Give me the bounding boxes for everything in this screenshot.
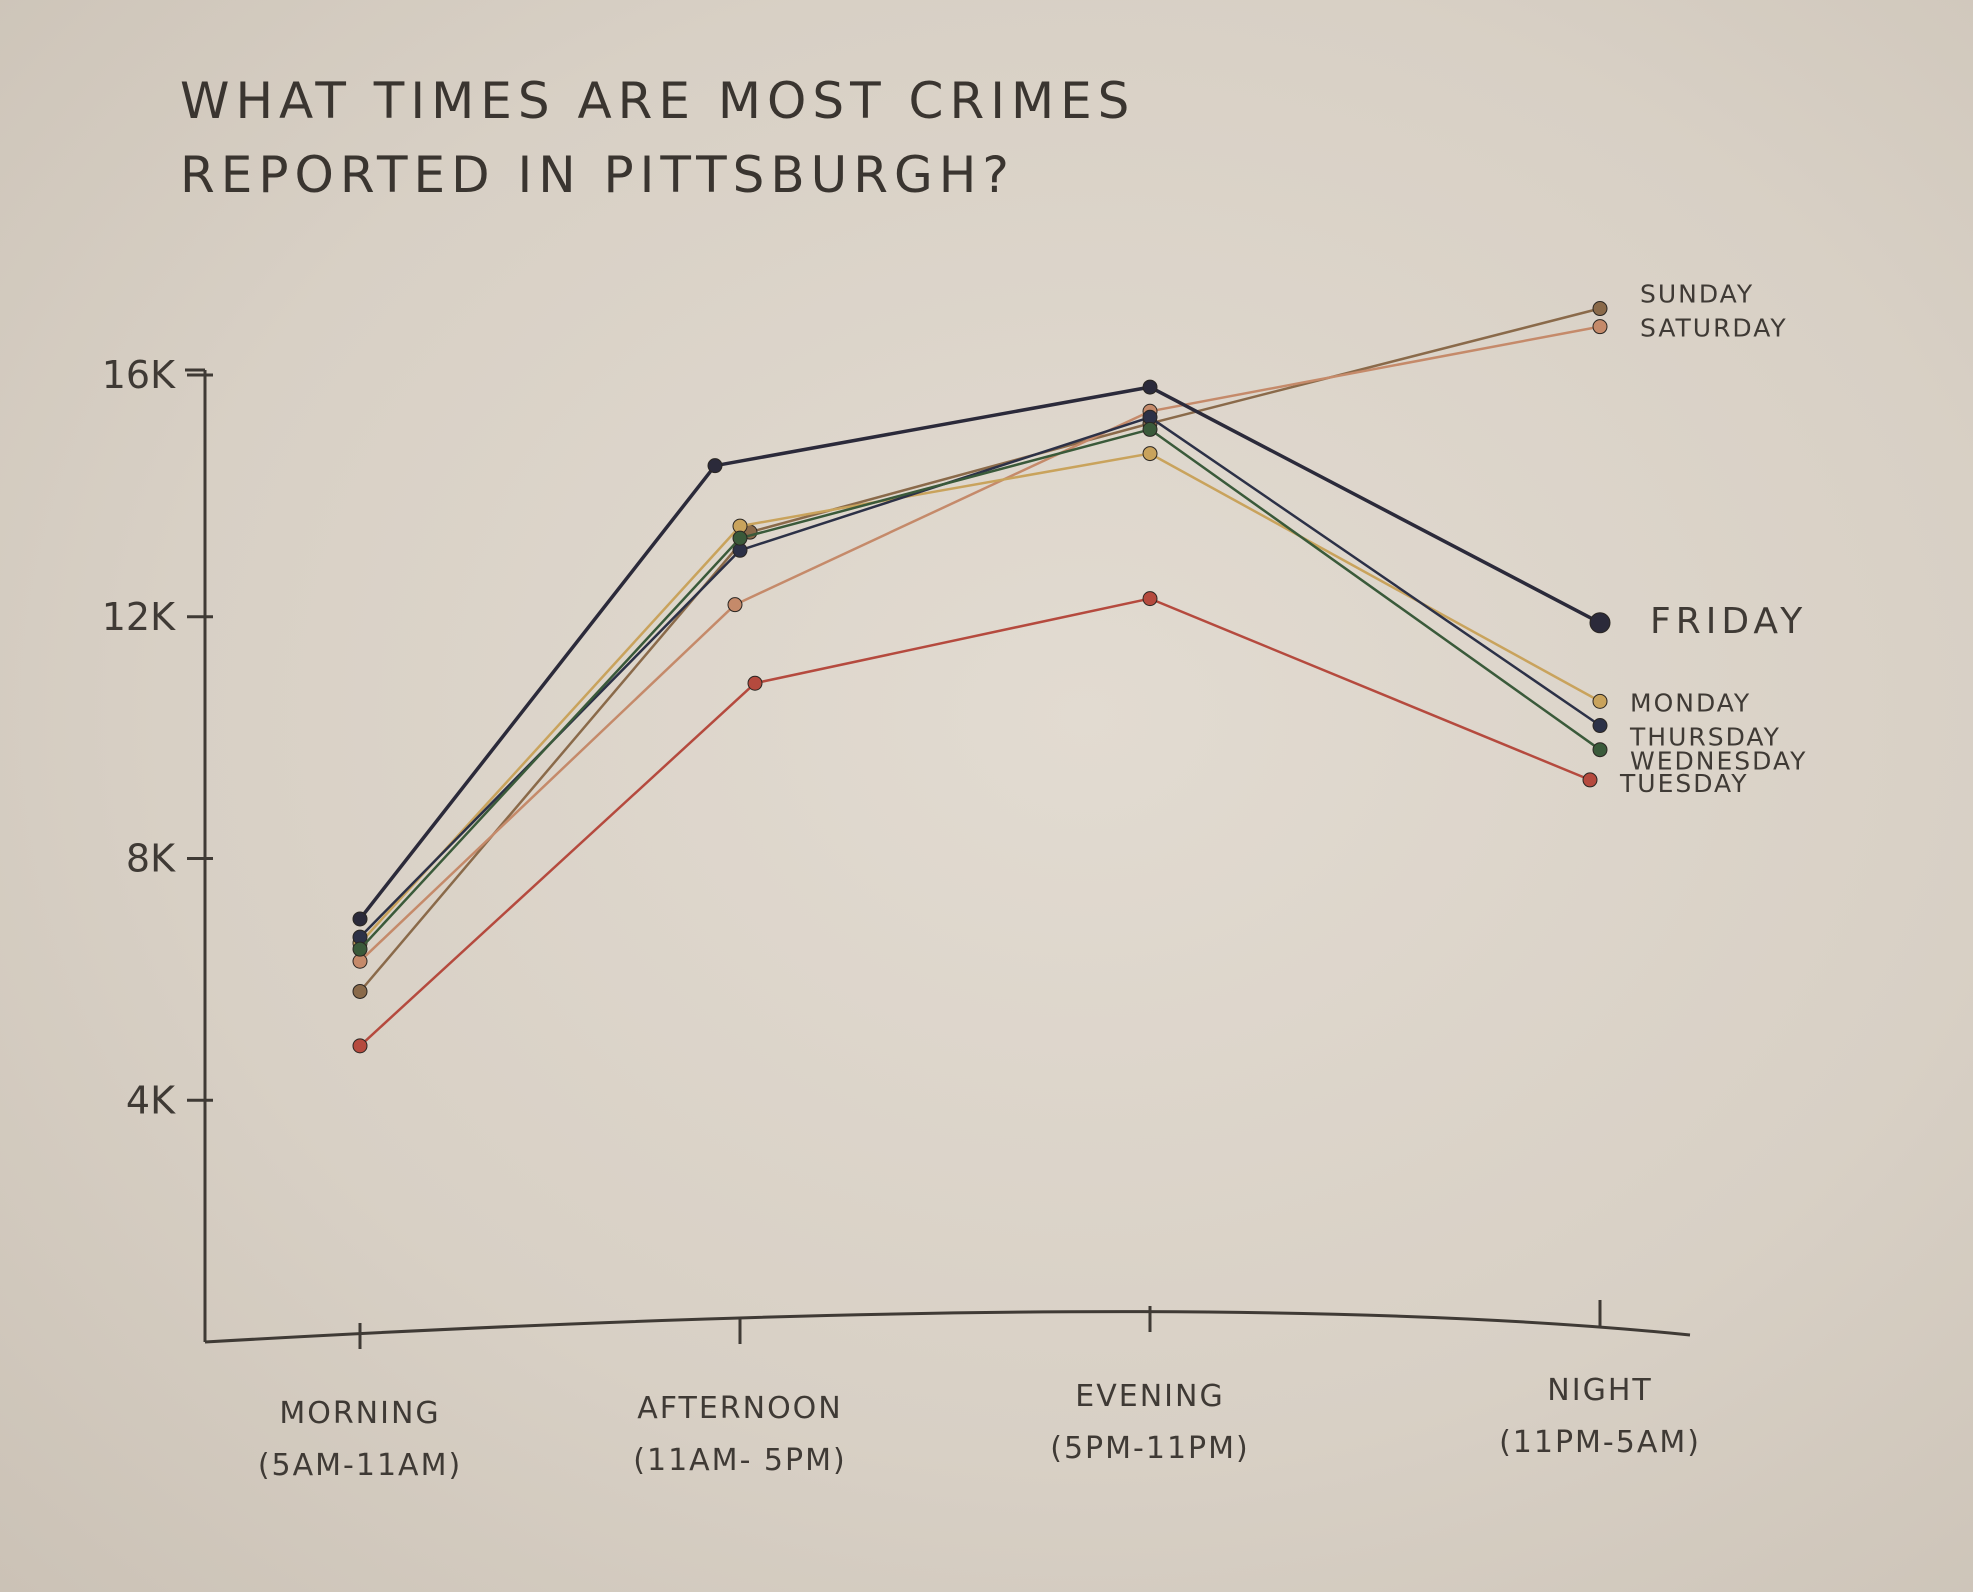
data-point-friday [352,911,368,927]
series-monday [352,446,1608,951]
series-friday [352,379,1611,927]
axes: 4K 8K 12K 16K MORNING (5AM-11AM) AFTERNOON (11A… [102,353,1701,1483]
series-line-tuesday [358,597,1592,1048]
y-tick-label: 12K [102,595,176,639]
series-lines [352,301,1611,1054]
chart-title-line-1: WHAT TIMES ARE MOST CRIMES [180,72,1135,130]
series-line-thursday [358,416,1602,939]
data-point-tuesday [747,675,763,691]
series-line-sunday [358,307,1602,993]
series-label-monday: MONDAY [1630,688,1751,717]
data-point-wednesday [732,530,748,546]
data-point-saturday [727,597,743,613]
data-point-thursday [1592,718,1608,734]
y-tick-label: 4K [126,1078,176,1122]
x-tick-label: AFTERNOON [637,1391,843,1426]
x-tick-label: EVENING [1075,1379,1224,1414]
series-label-thursday: THURSDAY [1629,723,1781,752]
data-point-wednesday [352,941,368,957]
series-label-wednesday: WEDNESDAY [1630,747,1807,776]
data-point-monday [1142,446,1158,462]
data-point-tuesday [1582,772,1598,788]
series-line-monday [358,452,1602,945]
x-tick-label: MORNING [279,1396,440,1431]
y-tick-label: 8K [126,837,176,881]
data-point-friday [1589,612,1611,634]
data-point-tuesday [352,1038,368,1054]
series-labels: SUNDAY SATURDAY FRIDAY MONDAY THURSDAYWEDNES… [1619,280,1807,798]
x-tick-sublabel: (11PM-5AM) [1499,1425,1701,1460]
data-point-wednesday [1142,421,1158,437]
data-point-sunday [352,983,368,999]
series-line-saturday [358,325,1602,963]
y-tick-label: 16K [102,353,176,397]
series-tuesday [352,591,1598,1054]
data-point-wednesday [1592,742,1608,758]
chart-title-line-2: REPORTED IN PITTSBURGH? [180,146,1015,204]
series-line-friday [358,385,1602,921]
series-wednesday [352,421,1608,957]
series-label-sunday: SUNDAY [1640,280,1754,309]
series-line-wednesday [358,428,1602,951]
data-point-friday [1142,379,1158,395]
x-tick-sublabel: (5PM-11PM) [1050,1431,1249,1466]
x-tick-sublabel: (5AM-11AM) [258,1448,462,1483]
data-point-saturday [1592,319,1608,335]
x-axis-line [204,1310,1691,1344]
data-point-tuesday [1142,591,1158,607]
series-label-tuesday: TUESDAY [1619,769,1748,798]
data-point-friday [707,458,723,474]
data-point-sunday [1592,301,1608,317]
series-label-friday: FRIDAY [1650,601,1807,642]
x-tick-label: NIGHT [1547,1373,1652,1408]
data-point-monday [1592,693,1608,709]
x-tick-sublabel: (11AM- 5PM) [633,1443,846,1478]
series-sunday [352,301,1608,999]
series-label-saturday: SATURDAY [1640,314,1788,343]
